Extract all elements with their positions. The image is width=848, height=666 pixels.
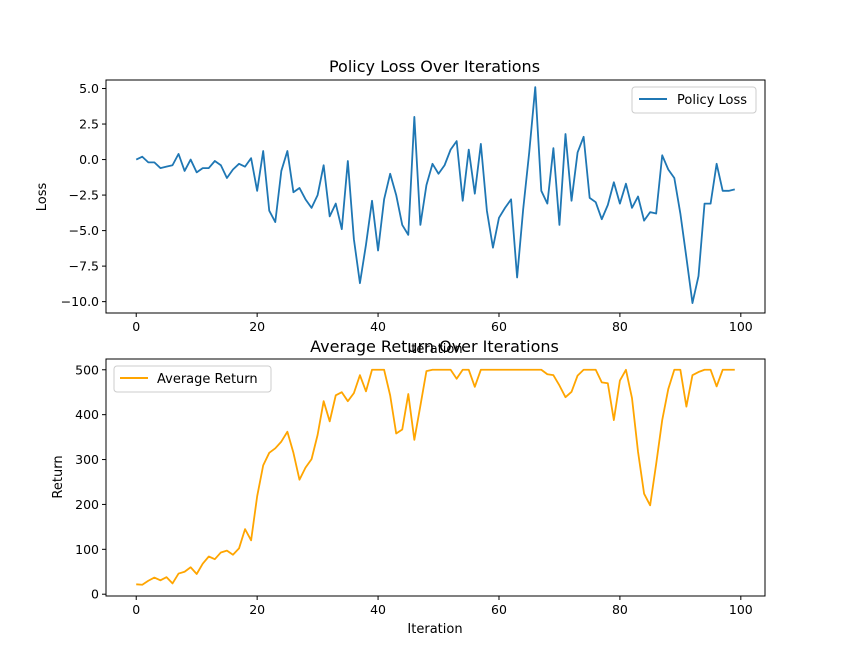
legend-label-policy-loss: Policy Loss [677, 93, 747, 108]
axes-frame [105, 358, 766, 597]
y-tick-label: 400 [75, 407, 99, 422]
legend: Average Return [113, 365, 272, 393]
policy-loss-chart: Policy Loss Over Iterations 0 20 40 60 80 100… [35, 57, 766, 357]
x-tick-label: 100 [729, 602, 753, 617]
y-tick-label: 200 [75, 497, 99, 512]
plot-area [136, 368, 735, 586]
y-tick-label: −5.0 [69, 223, 99, 238]
y-axis-label: Loss [35, 183, 50, 212]
y-tick-label: −7.5 [69, 259, 99, 274]
series-line-average-return [136, 368, 735, 586]
series-line-policy-loss [135, 86, 735, 304]
y-tick-label: 5.0 [79, 81, 99, 96]
legend-box [113, 365, 272, 393]
y-tick-label: −2.5 [69, 188, 99, 203]
x-tick-label: 60 [491, 602, 507, 617]
y-tick-label: 300 [75, 452, 99, 467]
x-tick-label: 60 [491, 319, 507, 334]
x-tick-label: 0 [132, 602, 140, 617]
x-axis-label: Iteration [407, 342, 462, 357]
legend-label-average-return: Average Return [157, 372, 258, 387]
y-tick-label: 0 [91, 587, 99, 602]
average-return-chart: 0 20 40 60 80 100 0 100 200 300 400 500 Average Ret… [51, 337, 766, 637]
y-tick-label: 0.0 [79, 152, 99, 167]
x-tick-label: 20 [249, 319, 265, 334]
tick-layer: 0 20 40 60 80 100 −10.0 −7.5 −5.0 −2.5 0.0 2.5 5.0 [61, 81, 753, 334]
x-axis-label: Iteration [407, 622, 462, 637]
x-tick-label: 100 [729, 319, 753, 334]
y-tick-label: −10.0 [61, 294, 99, 309]
y-tick-label: 100 [75, 542, 99, 557]
y-tick-label: 2.5 [79, 117, 99, 132]
x-tick-label: 80 [612, 319, 628, 334]
y-tick-label: 500 [75, 362, 99, 377]
x-tick-label: 0 [132, 319, 140, 334]
tick-layer: 0 20 40 60 80 100 0 100 200 300 400 500 [75, 362, 753, 617]
legend: Policy Loss [631, 86, 757, 114]
x-tick-label: 40 [370, 602, 386, 617]
x-tick-label: 20 [249, 602, 265, 617]
x-tick-label: 80 [612, 602, 628, 617]
axes-frame [105, 79, 766, 314]
chart-title: Policy Loss Over Iterations [329, 57, 540, 76]
legend-box [631, 86, 757, 114]
y-axis-label: Return [51, 455, 66, 498]
x-tick-label: 40 [370, 319, 386, 334]
chart-title: Average Return Over Iterations [310, 337, 559, 356]
plot-area [135, 86, 735, 304]
